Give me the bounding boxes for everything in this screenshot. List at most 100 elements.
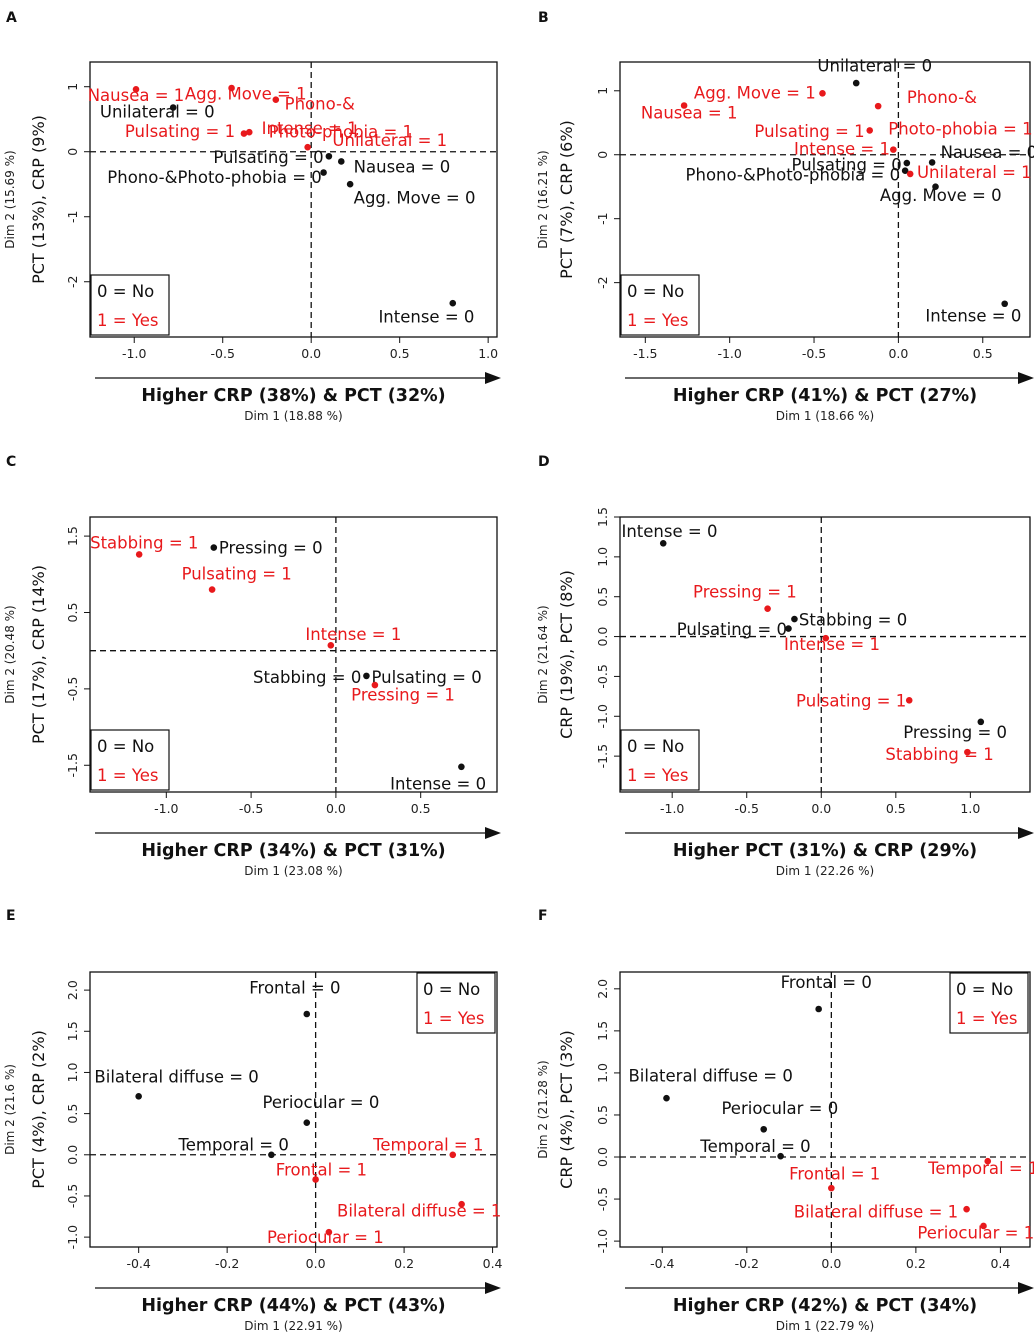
panel-e: E -0.4 -0.2 0.0 0.2 0.4 -1.0 -0.5 0.0 0.5 1.0 1.5 2.…	[3, 908, 503, 1333]
point-label: Periocular = 1	[267, 1228, 384, 1247]
x-tick-label: -0.2	[735, 1256, 759, 1271]
legend: 0 = No 1 = Yes	[90, 729, 170, 791]
y-tick-label: -1.5	[65, 753, 80, 777]
point-label: Nausea = 0	[941, 143, 1034, 162]
point-label: Frontal = 1	[276, 1160, 367, 1179]
dim1-label: Dim 1 (23.08 %)	[244, 864, 342, 878]
x-tick-label: 0.5	[390, 346, 410, 361]
legend-box	[416, 972, 496, 1034]
panel-f: F -0.4 -0.2 0.0 0.2 0.4 -1.0 -0.5 0.0 0.5 1.0 1.5 2.…	[536, 908, 1034, 1333]
x-tick-label: 0.5	[411, 801, 431, 816]
data-point	[449, 1151, 457, 1159]
x-tick-label: 0.0	[888, 346, 908, 361]
legend-box	[620, 729, 700, 791]
x-arrow-head	[485, 372, 501, 384]
data-point	[210, 544, 218, 551]
point-label: Nausea = 1	[641, 103, 738, 122]
panel-d: D -1.0 -0.5 0.0 0.5 1.0 -1.5 -1.0 -0.5 0.0 0.5 1.0 1…	[536, 454, 1034, 878]
x-tick-label: -0.5	[211, 346, 235, 361]
legend: 0 = No 1 = Yes	[416, 972, 496, 1034]
y-axis: -1.5 -0.5 0.5 1.5	[65, 526, 90, 777]
panel-label: C	[6, 454, 16, 470]
data-point	[327, 642, 335, 649]
data-point	[890, 146, 897, 153]
y-tick-label: 0.0	[595, 1147, 610, 1167]
point-label: Pressing = 1	[693, 583, 797, 602]
plot-frame	[619, 61, 1031, 338]
y-axis-title: CRP (4%), PCT (3%)	[557, 1030, 576, 1189]
legend: 0 = No 1 = Yes	[620, 729, 700, 791]
data-point	[325, 1228, 333, 1236]
points: Nausea = 1 Agg. Move = 1Phono-&Photo-phob…	[88, 84, 476, 327]
point-label: Pulsating = 1	[182, 565, 292, 584]
point-label: Pressing = 1	[351, 685, 455, 704]
data-point	[866, 127, 874, 134]
x-axis-title: Higher CRP (41%) & PCT (27%)	[673, 386, 977, 406]
y-tick-label: -1.0	[595, 1229, 610, 1253]
x-tick-label: -0.2	[215, 1256, 239, 1271]
data-point	[228, 84, 235, 92]
legend: 0 = No 1 = Yes	[620, 274, 700, 336]
data-point	[303, 1010, 311, 1018]
legend-yes: 1 = Yes	[97, 311, 158, 330]
data-point	[932, 183, 939, 191]
data-point	[852, 79, 860, 87]
x-tick-label: 0.0	[301, 346, 321, 361]
data-point	[268, 1151, 275, 1159]
y-axis-title: PCT (7%), CRP (6%)	[557, 120, 576, 279]
y-tick-label: -0.5	[65, 677, 80, 701]
legend-yes: 1 = Yes	[956, 1009, 1017, 1028]
y-tick-label: 0.5	[65, 1104, 80, 1124]
x-arrow-head	[1018, 1282, 1034, 1294]
x-axis: -1.0 -0.5 0.0 0.5 1.0	[660, 792, 980, 816]
point-label: Agg. Move = 0	[880, 186, 1002, 205]
point-label: Temporal = 1	[927, 1159, 1034, 1178]
points: Stabbing = 1 Pressing = 0 Pulsating = 1 Int…	[90, 533, 486, 793]
x-tick-label: 0.0	[326, 801, 346, 816]
legend-yes: 1 = Yes	[423, 1009, 484, 1028]
x-axis-title: Higher CRP (34%) & PCT (31%)	[141, 841, 445, 861]
data-point	[325, 152, 333, 160]
y-tick-label: 0.5	[595, 587, 610, 607]
x-arrow-head	[485, 1282, 501, 1294]
data-point	[458, 1200, 465, 1208]
data-point	[822, 634, 830, 642]
point-label: Bilateral diffuse = 1	[337, 1202, 501, 1221]
point-label: Agg. Move = 0	[354, 189, 476, 208]
legend-yes: 1 = Yes	[627, 766, 688, 785]
point-label: Temporal = 0	[699, 1137, 810, 1156]
y-tick-label: 1.0	[595, 547, 610, 567]
legend-box	[90, 729, 170, 791]
data-point	[791, 615, 798, 623]
legend-box	[949, 972, 1029, 1034]
y-tick-label: 2.0	[65, 980, 80, 1000]
point-label: Pulsating = 0	[372, 668, 482, 687]
point-label: Intense = 0	[378, 308, 474, 327]
y-tick-label: -1	[65, 210, 80, 222]
y-tick-label: 0.0	[595, 627, 610, 647]
data-point	[901, 167, 909, 175]
point-label: Photo-phobia = 1	[888, 119, 1032, 138]
y-tick-label: -2	[595, 276, 610, 288]
x-arrow-head	[1018, 827, 1034, 839]
y-tick-label: 1.5	[595, 507, 610, 527]
y-axis: -1.5 -1.0 -0.5 0.0 0.5 1.0 1.5	[595, 507, 620, 768]
x-arrow-head	[1018, 372, 1034, 384]
point-label: Temporal = 1	[372, 1136, 483, 1155]
data-point	[663, 1094, 670, 1102]
data-point	[240, 130, 248, 137]
point-label: Pulsating = 1	[754, 122, 864, 141]
y-tick-label: -0.5	[595, 1187, 610, 1211]
x-tick-label: 1.0	[478, 346, 498, 361]
point-label: Bilateral diffuse = 0	[628, 1066, 792, 1085]
y-tick-label: 1.5	[595, 1021, 610, 1041]
point-label: Stabbing = 0	[799, 610, 907, 629]
panel-label: F	[538, 908, 548, 924]
legend-yes: 1 = Yes	[627, 311, 688, 330]
y-axis-title: PCT (13%), CRP (9%)	[29, 115, 48, 284]
legend-box	[90, 274, 170, 336]
y-axis: -2 -1 0 1	[595, 87, 620, 289]
panel-b: B -1.5 -1.0 -0.5 0.0 0.5 -2 -1 0 1 Higher CRP (41%…	[536, 10, 1034, 423]
